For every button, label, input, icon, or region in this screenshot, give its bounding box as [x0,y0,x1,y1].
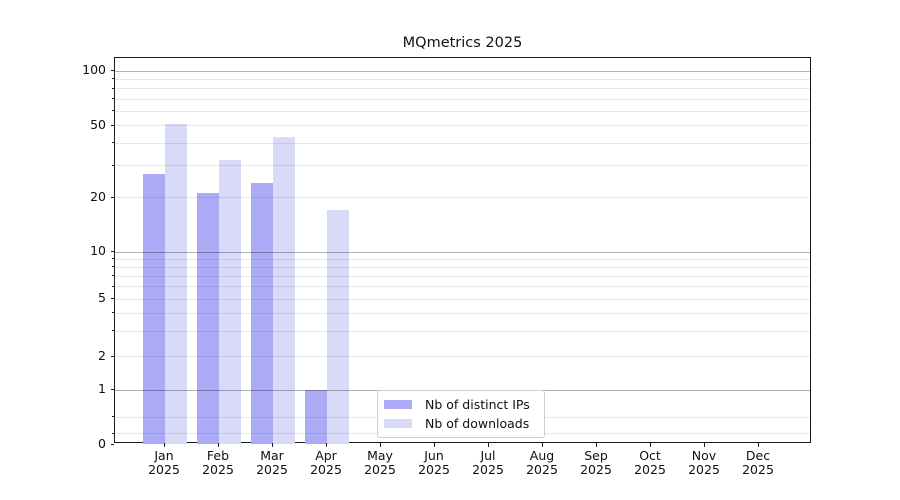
y-tick-mark [110,251,114,252]
bar-distinct-ips-jan [143,173,165,444]
bar-downloads-feb [219,160,241,444]
gridline [115,298,810,300]
y-tick-label: 10 [90,243,106,258]
legend: Nb of distinct IPs Nb of downloads [377,390,545,438]
gridline [115,142,810,144]
y-minor-tick-mark [112,285,114,287]
y-minor-tick-mark [112,142,114,144]
bar-downloads-mar [273,136,295,444]
gridline [115,197,810,199]
x-tick-label-apr: Apr 2025 [310,448,342,477]
y-tick-mark [110,124,114,126]
y-minor-tick-mark [112,258,114,260]
plot-area [114,57,811,444]
gridline [115,165,810,167]
y-tick-label: 50 [90,116,106,132]
x-tick-label-jun: Jun 2025 [418,448,450,477]
x-tick-mark [272,443,273,447]
x-tick-label-oct: Oct 2025 [634,448,666,477]
gridline [115,330,810,332]
y-tick-mark [110,443,114,445]
legend-entry-distinct-ips: Nb of distinct IPs [378,397,544,413]
bar-downloads-apr [327,209,349,444]
x-tick-label-aug: Aug 2025 [526,448,558,477]
x-tick-label-feb: Feb 2025 [202,448,234,477]
gridline [115,275,810,277]
bars-layer [115,58,810,444]
x-tick-mark [164,443,165,447]
y-minor-tick-mark [112,275,114,277]
legend-label-distinct-ips: Nb of distinct IPs [425,397,530,412]
legend-swatch-distinct-ips [384,400,412,409]
y-tick-label: 5 [98,290,106,306]
x-tick-mark [596,443,597,447]
x-tick-label-jan: Jan 2025 [148,448,180,477]
x-tick-label-sep: Sep 2025 [580,448,612,477]
bar-downloads-jan [165,123,187,444]
x-tick-mark [434,443,435,447]
y-tick-label: 20 [90,188,106,204]
y-minor-tick-mark [112,416,114,418]
y-tick-mark [110,196,114,198]
x-tick-mark [704,443,705,447]
y-minor-tick-mark [112,164,114,166]
x-tick-label-may: May 2025 [364,448,396,477]
y-minor-tick-mark [112,110,114,112]
x-tick-mark [326,443,327,447]
chart-title: MQmetrics 2025 [402,35,523,51]
gridline [115,88,810,90]
x-tick-label-mar: Mar 2025 [256,448,288,477]
gridline [115,286,810,288]
x-tick-label-jul: Jul 2025 [472,448,504,477]
gridline [115,312,810,314]
y-minor-tick-mark [112,87,114,89]
bar-distinct-ips-mar [251,182,273,444]
y-tick-label: 0 [98,435,106,451]
gridline [115,266,810,268]
gridline [115,78,810,80]
y-tick-mark [110,389,114,390]
y-minor-tick-mark [112,330,114,332]
y-tick-mark [110,70,114,71]
x-tick-mark [650,443,651,447]
bar-distinct-ips-apr [305,389,327,444]
gridline [115,251,810,253]
bar-distinct-ips-feb [197,193,219,444]
y-minor-tick-mark [112,98,114,100]
x-tick-mark [380,443,381,447]
x-tick-label-nov: Nov 2025 [688,448,720,477]
y-tick-mark [110,355,114,357]
y-minor-tick-mark [112,266,114,268]
y-minor-tick-mark [112,432,114,434]
x-tick-mark [542,443,543,447]
gridline [115,125,810,126]
y-tick-label: 1 [98,381,106,396]
y-minor-tick-mark [112,312,114,314]
y-minor-tick-mark [112,78,114,80]
y-tick-mark [110,298,114,300]
y-tick-label: 2 [98,347,106,363]
legend-swatch-downloads [384,419,412,428]
grid-layer [115,58,810,442]
gridline [115,70,810,72]
y-tick-label: 100 [82,62,106,77]
legend-label-downloads: Nb of downloads [425,416,530,431]
x-tick-label-dec: Dec 2025 [742,448,774,477]
x-tick-mark [758,443,759,447]
legend-entry-downloads: Nb of downloads [378,416,544,432]
gridline [115,258,810,260]
x-tick-mark [218,443,219,447]
gridline [115,98,810,100]
x-tick-mark [488,443,489,447]
gridline [115,110,810,112]
gridline [115,356,810,358]
